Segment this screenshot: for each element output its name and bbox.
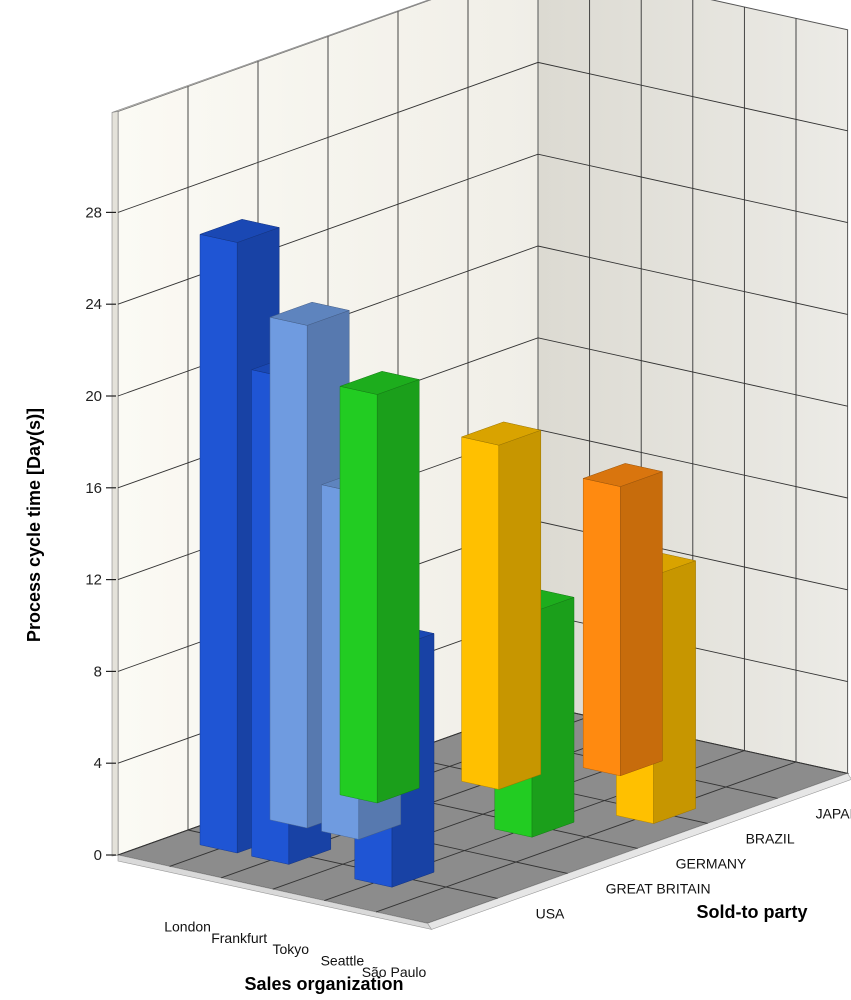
y-tick-label: 16 xyxy=(85,480,102,497)
bar-top-face xyxy=(582,463,664,487)
x-category-label: Tokyo xyxy=(273,941,310,957)
bar-front-face xyxy=(199,233,238,854)
chart-bars xyxy=(199,219,697,888)
z-category-label: USA xyxy=(536,905,565,921)
y-tick-label: 8 xyxy=(94,663,102,680)
bar-top-face xyxy=(339,371,421,395)
bar-front-face xyxy=(461,436,500,790)
y-axis-ticks: 0 4 8 12 16 20 24 28 xyxy=(85,204,116,864)
z-category-label: GERMANY xyxy=(676,855,747,871)
bar-side-face xyxy=(376,379,420,804)
z-axis-title: Sold-to party xyxy=(697,902,808,922)
x-category-label: Frankfurt xyxy=(211,930,267,946)
bar-front-face xyxy=(269,316,308,829)
bar xyxy=(582,463,664,777)
bar xyxy=(339,371,421,804)
z-category-label: BRAZIL xyxy=(746,830,795,846)
bar-front-face xyxy=(339,385,378,804)
bar xyxy=(460,421,542,790)
y-tick-label: 20 xyxy=(85,388,102,405)
z-category-label: JAPAN xyxy=(816,805,851,821)
y-tick-label: 24 xyxy=(85,296,102,313)
y-tick-label: 0 xyxy=(94,847,102,864)
bar-top-face xyxy=(460,421,542,446)
bar-top-face xyxy=(269,301,351,326)
x-axis-title: Sales organization xyxy=(244,974,403,994)
bar-side-face xyxy=(620,471,663,777)
y-tick-label: 12 xyxy=(85,572,102,589)
x-category-label: Seattle xyxy=(321,953,365,969)
bar-side-face xyxy=(498,429,542,790)
z-axis-category-labels: JAPAN BRAZIL GERMANY GREAT BRITAIN USA xyxy=(536,805,851,921)
y-tick-label: 4 xyxy=(94,755,102,772)
y-tick-label: 28 xyxy=(85,204,102,221)
x-category-label: London xyxy=(164,918,211,934)
wall-front-edge xyxy=(111,111,119,857)
wall-gridline xyxy=(117,61,848,213)
x-category-label: São Paulo xyxy=(362,964,427,980)
bar-front-face xyxy=(582,478,621,777)
y-axis-title: Process cycle time [Day(s)] xyxy=(24,408,44,642)
z-category-label: GREAT BRITAIN xyxy=(606,880,711,896)
bar-top-face xyxy=(199,219,281,243)
